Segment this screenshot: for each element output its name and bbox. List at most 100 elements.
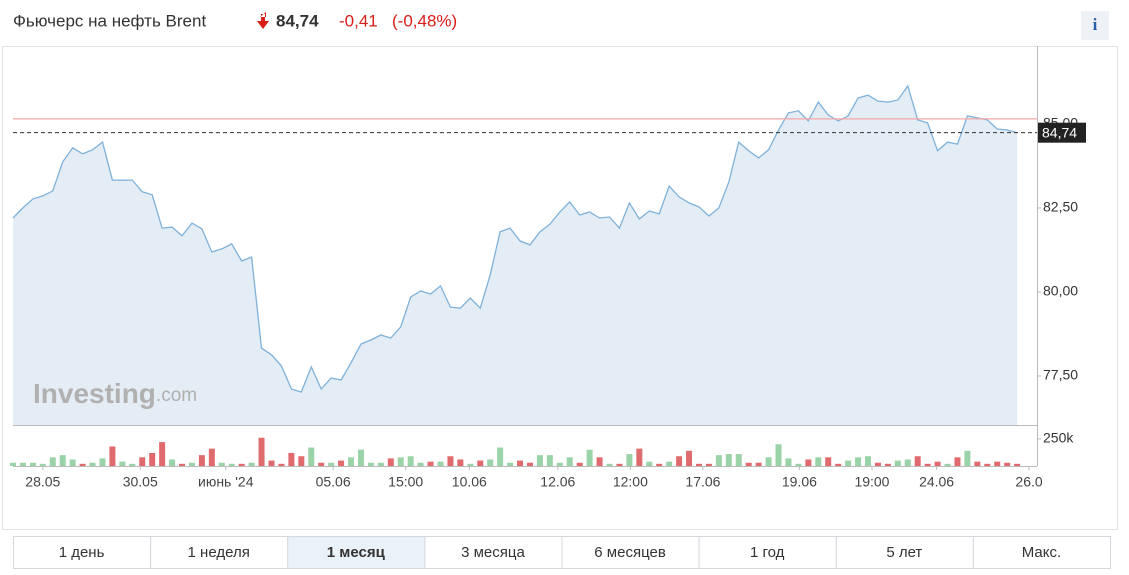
volume-bar — [616, 463, 623, 466]
watermark-brand: Investing — [33, 378, 156, 409]
volume-bar — [964, 450, 971, 466]
period-selector: 1 день 1 неделя 1 месяц 3 месяца 6 месяцев 1 … — [13, 536, 1111, 569]
volume-bar — [328, 462, 335, 466]
x-tick-label: июнь '24 — [198, 474, 254, 490]
volume-bar — [417, 462, 424, 466]
volume-bar — [695, 463, 702, 466]
period-button[interactable] — [424, 536, 563, 569]
volume-bar — [308, 447, 315, 466]
info-icon[interactable]: i — [1093, 15, 1098, 34]
period-button[interactable] — [150, 536, 289, 569]
volume-bar — [10, 462, 16, 466]
volume-bar — [49, 457, 56, 466]
volume-bar — [348, 457, 355, 466]
volume-bar — [149, 452, 156, 466]
volume-bar — [208, 448, 215, 466]
volume-bar — [258, 437, 265, 466]
x-tick-label: 19:00 — [854, 474, 889, 490]
volume-bar — [238, 463, 245, 466]
volume-bar — [288, 452, 295, 466]
y-tick-label: 80,00 — [1043, 283, 1078, 299]
period-button[interactable] — [287, 536, 426, 569]
volume-bar — [536, 455, 543, 466]
period-button[interactable] — [561, 536, 700, 569]
volume-bar — [298, 456, 305, 466]
volume-bar — [864, 456, 871, 466]
volume-bar — [437, 461, 444, 466]
last-price-box — [1037, 122, 1086, 143]
watermark-suffix: .com — [156, 385, 197, 406]
volume-bar — [407, 456, 414, 466]
volume-bar — [656, 463, 663, 466]
volume-bar — [29, 462, 36, 466]
volume-bar — [169, 459, 176, 466]
period-button[interactable] — [698, 536, 837, 569]
volume-bar — [596, 457, 603, 466]
volume-bar — [556, 462, 563, 466]
change-pct: (-0,48%) — [392, 11, 457, 30]
last-price-label: 84,74 — [1042, 124, 1077, 140]
volume-bar — [39, 463, 46, 466]
period-label[interactable]: 5 лет — [886, 544, 922, 561]
volume-bar — [338, 460, 345, 466]
volume-bar — [775, 444, 782, 466]
volume-bar — [109, 446, 116, 466]
period-label[interactable]: 1 неделя — [188, 544, 250, 561]
volume-bar — [686, 450, 693, 466]
volume-bar — [427, 461, 434, 466]
volume-bar — [487, 459, 494, 466]
volume-bar — [507, 462, 514, 466]
volume-bar — [705, 463, 712, 466]
x-tick-label: 26.0 — [1015, 474, 1042, 490]
volume-bar — [387, 458, 394, 466]
period-label[interactable]: 6 месяцев — [594, 544, 666, 561]
y-tick-label: 250k — [1043, 430, 1074, 446]
volume-bar — [377, 462, 384, 466]
volume-bar — [79, 463, 86, 466]
volume-bar — [606, 463, 613, 466]
volume-bar — [795, 463, 802, 466]
period-label[interactable]: 3 месяца — [461, 544, 525, 561]
volume-bar — [586, 449, 593, 466]
volume-bar — [894, 460, 901, 466]
x-tick-label: 12.06 — [540, 474, 575, 490]
period-button[interactable] — [972, 536, 1111, 569]
period-label[interactable]: 1 год — [750, 544, 785, 561]
period-button[interactable] — [835, 536, 974, 569]
x-tick-label: 19.06 — [782, 474, 817, 490]
volume-bar — [546, 455, 553, 466]
chart-frame — [2, 46, 1118, 530]
period-button[interactable] — [13, 536, 152, 569]
volume-bar — [278, 463, 285, 466]
y-tick-label: 77,50 — [1043, 367, 1078, 383]
volume-bar — [457, 459, 464, 466]
volume-bar — [467, 463, 474, 466]
period-label[interactable]: 1 месяц — [327, 544, 386, 561]
volume-bar — [188, 462, 195, 466]
volume-bar — [666, 461, 673, 466]
volume-bar — [974, 461, 981, 466]
period-label[interactable]: 1 день — [59, 544, 105, 561]
volume-bar — [59, 455, 66, 466]
volume-bar — [914, 456, 921, 466]
y-tick-label: 82,50 — [1043, 199, 1078, 215]
volume-bar — [357, 449, 364, 466]
volume-bar — [477, 460, 484, 466]
volume-bar — [845, 460, 852, 466]
volume-bar — [745, 462, 752, 466]
volume-bar — [248, 462, 255, 466]
info-button[interactable] — [1081, 11, 1109, 40]
volume-bar — [855, 457, 862, 466]
volume-bar — [735, 454, 742, 466]
period-label[interactable]: Макс. — [1022, 544, 1061, 561]
volume-bar — [99, 458, 106, 466]
volume-bar — [994, 461, 1001, 466]
x-tick-label: 12:00 — [613, 474, 648, 490]
x-tick-label: 24.06 — [919, 474, 954, 490]
volume-bar — [934, 461, 941, 466]
x-tick-label: 15:00 — [388, 474, 423, 490]
volume-bar — [139, 457, 146, 466]
volume-bar — [944, 463, 951, 466]
x-tick-label: 05.06 — [316, 474, 351, 490]
